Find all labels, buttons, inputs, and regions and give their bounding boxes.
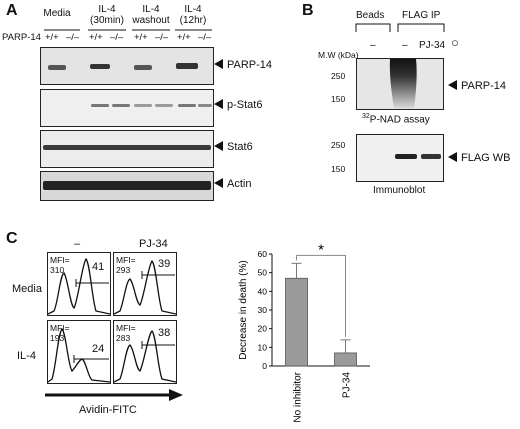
panel-a-header-lines: [44, 29, 212, 31]
x-axis-arrow: [45, 389, 183, 401]
histogram-curve: [48, 328, 110, 383]
genotype-6: –/–: [155, 32, 169, 43]
arrow-icon: [214, 59, 223, 69]
row-label-media: Media: [12, 283, 42, 295]
gate-percent: 38: [158, 327, 171, 339]
label-parp14-b: PARP-14: [448, 80, 506, 92]
arrow-icon: [214, 141, 223, 151]
bar-chart: 0 10 20 30 40 50 60 Decrease in death (%) No inh…: [238, 244, 370, 423]
mw-unit-label: M.W (kDa): [318, 50, 359, 60]
arrow-icon: [214, 99, 223, 109]
row-label-il4: IL-4: [17, 350, 36, 362]
panel-b-header-lines: [355, 23, 445, 32]
histogram-il4-pj34: MFI= 283 38: [113, 320, 177, 384]
mfi-value: 193: [50, 333, 65, 343]
mfi-value: 283: [116, 333, 131, 343]
histogram-curve: [48, 257, 110, 315]
mw-bottom-150: 150: [331, 164, 346, 174]
x-tick-label: PJ-34: [342, 372, 353, 399]
group-beads: Beads: [356, 10, 385, 21]
blot-label-parp14: PARP-14: [214, 59, 272, 71]
arrow-icon: [448, 80, 457, 90]
y-tick-label: 50: [258, 268, 268, 278]
group-flag-ip: FLAG IP: [402, 10, 441, 21]
mfi-label: MFI=: [116, 323, 136, 333]
blot-actin: [40, 171, 214, 201]
significance-marker: *: [318, 244, 324, 258]
lane-label-flag: –: [402, 40, 408, 51]
blot-flag-wb: [356, 134, 444, 182]
mfi-value: 293: [116, 265, 131, 275]
label-flag-wb: FLAG WB: [448, 152, 511, 164]
blot-pstat6: [40, 89, 214, 127]
y-tick-label: 0: [262, 361, 267, 371]
gate-percent: 41: [92, 261, 105, 273]
genotype-3: +/+: [89, 32, 103, 43]
y-tick-label: 30: [258, 305, 268, 315]
arrow-icon: [214, 178, 223, 188]
mfi-label: MFI=: [116, 255, 136, 265]
caption-32p-nad: 32P-NAD assay: [362, 113, 430, 126]
histogram-il4-control: MFI= 193 24: [47, 320, 111, 384]
genotype-1: +/+: [45, 32, 59, 43]
x-axis-label: Avidin-FITC: [79, 404, 137, 416]
genotype-5: +/+: [134, 32, 148, 43]
histogram-curve: [114, 330, 176, 383]
blot-32p-nad: [356, 58, 444, 110]
y-axis-label: Decrease in death (%): [238, 260, 249, 360]
mw-bottom-250: 250: [331, 140, 346, 150]
blot-label-pstat6: p-Stat6: [214, 99, 262, 111]
bar-1: [285, 277, 308, 367]
y-tick-label: 40: [258, 286, 268, 296]
mw-top-250: 250: [331, 71, 346, 81]
panel-c-letter: C: [6, 230, 18, 247]
genotype-4: –/–: [110, 32, 124, 43]
genotype-8: –/–: [198, 32, 212, 43]
mfi-label: MFI=: [50, 255, 70, 265]
histogram-curve: [114, 259, 176, 315]
x-tick-label: No inhibitor: [293, 371, 304, 422]
col-label-control: –: [74, 238, 81, 250]
y-tick-label: 60: [258, 249, 268, 259]
mfi-label: MFI=: [50, 323, 70, 333]
lane-label-pj34: PJ-34: [419, 40, 446, 51]
caption-immunoblot: Immunoblot: [373, 185, 426, 196]
cond-il4-30min: IL-4 (30min): [90, 4, 124, 26]
bar-2: [334, 352, 357, 367]
lane-label-beads: –: [370, 40, 376, 51]
blot-parp14: [40, 47, 214, 85]
histogram-media-control: MFI= 310 41: [47, 252, 111, 316]
y-tick-label: 20: [258, 324, 268, 334]
significance-bracket: [296, 254, 346, 337]
genotype-7: +/+: [177, 32, 191, 43]
gate-percent: 24: [92, 343, 105, 355]
blot-stat6: [40, 130, 214, 168]
cond-media: Media: [43, 8, 71, 19]
arrow-icon: [448, 152, 457, 162]
panel-a-letter: A: [6, 2, 18, 19]
circle-icon: ○: [451, 35, 459, 50]
gate-percent: 39: [158, 258, 171, 270]
mw-top-150: 150: [331, 94, 346, 104]
genotype-2: –/–: [66, 32, 80, 43]
y-tick-label: 10: [258, 342, 268, 352]
blot-label-actin: Actin: [214, 178, 251, 190]
mfi-value: 310: [50, 265, 65, 275]
panel-b-letter: B: [302, 2, 314, 19]
cond-il4-12hr: IL-4 (12hr): [179, 4, 207, 26]
histogram-media-pj34: MFI= 293 39: [113, 252, 177, 316]
cond-il4-washout: IL-4 washout: [132, 4, 170, 26]
col-label-pj34: PJ-34: [139, 238, 168, 250]
blot-label-stat6: Stat6: [214, 141, 253, 153]
genotype-row-label: PARP-14: [2, 32, 41, 43]
